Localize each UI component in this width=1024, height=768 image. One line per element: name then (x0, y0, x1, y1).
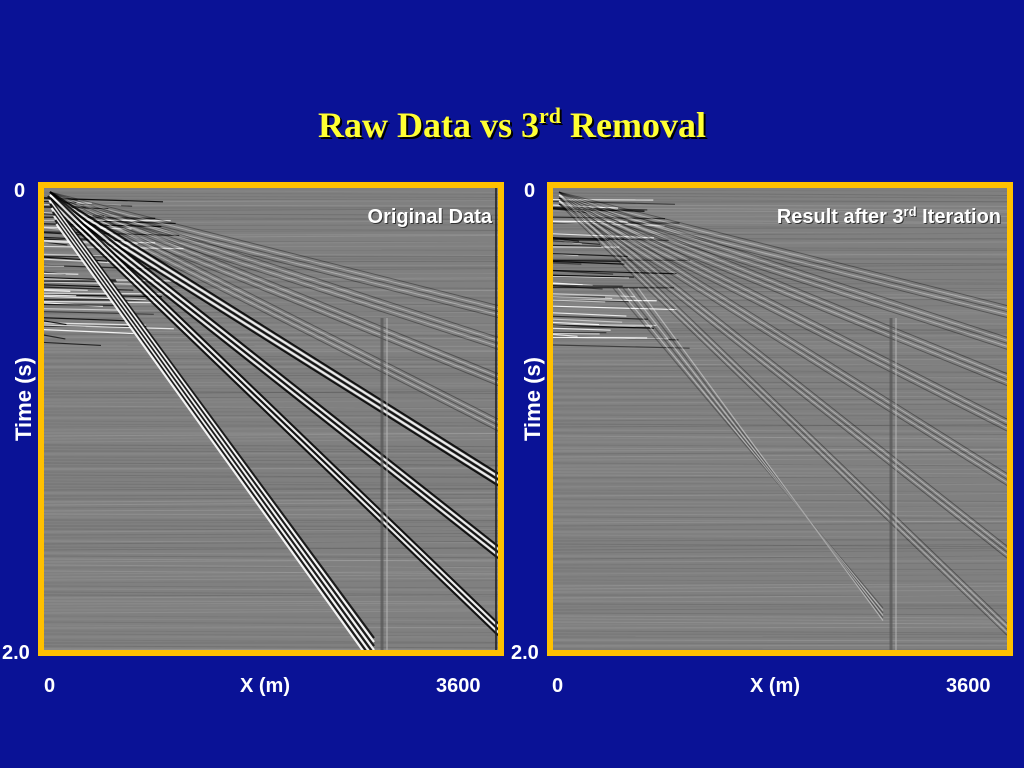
x-tick-left-right: 0 (552, 675, 564, 697)
y-tick-bottom-left: 2.0 (2, 642, 30, 664)
seismic-panel-original: Original Data (38, 182, 504, 656)
y-tick-top-right: 0 (524, 180, 536, 202)
y-tick-bottom-right: 2.0 (511, 642, 539, 664)
x-tick-right-left: 3600 (436, 675, 481, 697)
x-axis-label-right: X (m) (750, 675, 800, 697)
slide-title: Raw Data vs 3rd Removal (318, 103, 706, 146)
seismic-image-original (44, 188, 498, 650)
panel-label-result: Result after 3rd Iteration (776, 204, 1001, 228)
x-tick-left-left: 0 (44, 675, 56, 697)
y-axis-label-right: Time (s) (520, 357, 545, 441)
y-axis-label-left: Time (s) (11, 357, 36, 441)
x-tick-right-right: 3600 (946, 675, 991, 697)
seismic-panel-result: Result after 3rd Iteration (547, 182, 1013, 656)
panel-label-original: Original Data (367, 206, 492, 228)
x-axis-label-left: X (m) (240, 675, 290, 697)
seismic-image-result (553, 189, 1007, 650)
y-tick-top-left: 0 (14, 180, 26, 202)
